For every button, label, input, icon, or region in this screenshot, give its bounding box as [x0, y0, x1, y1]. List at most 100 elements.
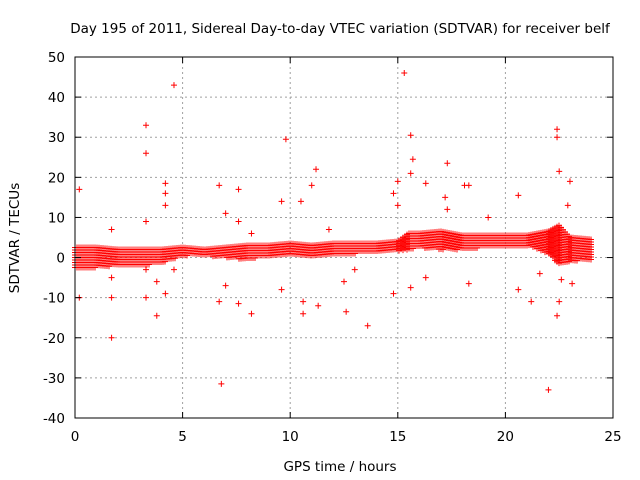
data-point [162, 190, 169, 197]
x-tick-label: 5 [178, 429, 187, 445]
y-tick-label: -40 [43, 411, 65, 427]
data-point [401, 70, 408, 77]
data-point [554, 134, 561, 141]
chart-title: Day 195 of 2011, Sidereal Day-to-day VTE… [70, 21, 611, 37]
y-tick-label: 50 [48, 50, 65, 66]
data-point [325, 226, 332, 233]
data-point [162, 202, 169, 209]
x-tick-label: 20 [497, 429, 514, 445]
data-point [444, 160, 451, 167]
data-point [300, 298, 307, 305]
data-point [170, 82, 177, 89]
data-point [315, 302, 322, 309]
data-point [569, 280, 576, 287]
data-point [143, 122, 150, 129]
data-point [313, 166, 320, 173]
data-point [465, 280, 472, 287]
data-point [394, 178, 401, 185]
data-point [308, 182, 315, 189]
y-tick-label: 0 [56, 251, 65, 267]
data-point [554, 312, 561, 319]
data-point [351, 266, 358, 273]
y-tick-label: -20 [43, 331, 65, 347]
x-tick-label: 0 [71, 429, 80, 445]
data-point [143, 294, 150, 301]
data-point [444, 206, 451, 213]
data-point [545, 386, 552, 393]
data-point [390, 290, 397, 297]
data-point [108, 274, 115, 281]
data-point [143, 266, 150, 273]
data-point [278, 286, 285, 293]
data-point [341, 278, 347, 285]
data-point [235, 300, 242, 307]
data-point [364, 322, 371, 329]
data-point [216, 298, 223, 305]
data-point [564, 202, 571, 209]
data-point [300, 310, 307, 317]
y-tick-label: 40 [48, 90, 65, 106]
data-point [566, 178, 573, 185]
x-tick-labels: 0 5 10 15 20 25 [71, 429, 622, 445]
y-tick-label: 30 [48, 130, 65, 146]
data-point [278, 198, 285, 205]
data-point [153, 278, 160, 285]
data-point [556, 168, 563, 175]
data-point [442, 194, 449, 201]
y-tick-label: 20 [48, 170, 65, 186]
data-point [143, 150, 150, 157]
data-band [72, 222, 594, 271]
y-tick-labels: -40 -30 -20 -10 0 10 20 30 40 50 [43, 50, 65, 427]
data-point [536, 270, 543, 277]
data-point [282, 136, 289, 143]
data-point [485, 214, 492, 221]
plot-frame [74, 56, 614, 419]
data-point [407, 170, 414, 177]
x-tick-label: 25 [604, 429, 621, 445]
y-tick-label: 10 [48, 210, 65, 226]
data-point [394, 202, 401, 209]
data-point [143, 218, 150, 225]
data-point [407, 132, 414, 139]
data-point [558, 276, 565, 283]
data-point [153, 312, 160, 319]
data-point [216, 182, 223, 189]
data-point [409, 156, 416, 163]
data-point [528, 298, 535, 305]
data-point [76, 186, 83, 193]
data-point [235, 218, 242, 225]
data-point [515, 192, 522, 199]
data-outliers [76, 70, 576, 393]
data-point [222, 210, 229, 217]
y-tick-label: -30 [43, 371, 65, 387]
data-point [407, 284, 414, 291]
data-point [390, 190, 397, 197]
y-tick-label: -10 [43, 291, 65, 307]
data-point [588, 256, 594, 263]
data-point [108, 226, 115, 233]
data-point [556, 298, 563, 305]
data-point [515, 286, 522, 293]
data-point [162, 290, 169, 297]
data-point [422, 180, 429, 187]
data-point [218, 380, 225, 387]
data-point [343, 308, 350, 315]
data-point [108, 294, 115, 301]
data-point [422, 274, 429, 281]
data-point [248, 310, 255, 317]
data-points [72, 70, 594, 393]
data-point [297, 198, 304, 205]
data-point [248, 230, 255, 237]
data-point [108, 334, 115, 341]
data-point [235, 186, 242, 193]
y-axis-label: SDTVAR / TECUs [7, 183, 23, 293]
data-point [465, 182, 472, 189]
data-point [554, 126, 561, 133]
data-point [222, 282, 229, 289]
x-tick-label: 10 [282, 429, 299, 445]
ticks [74, 56, 614, 419]
x-axis-label: GPS time / hours [283, 459, 396, 475]
x-tick-label: 15 [389, 429, 406, 445]
data-point [170, 266, 177, 273]
